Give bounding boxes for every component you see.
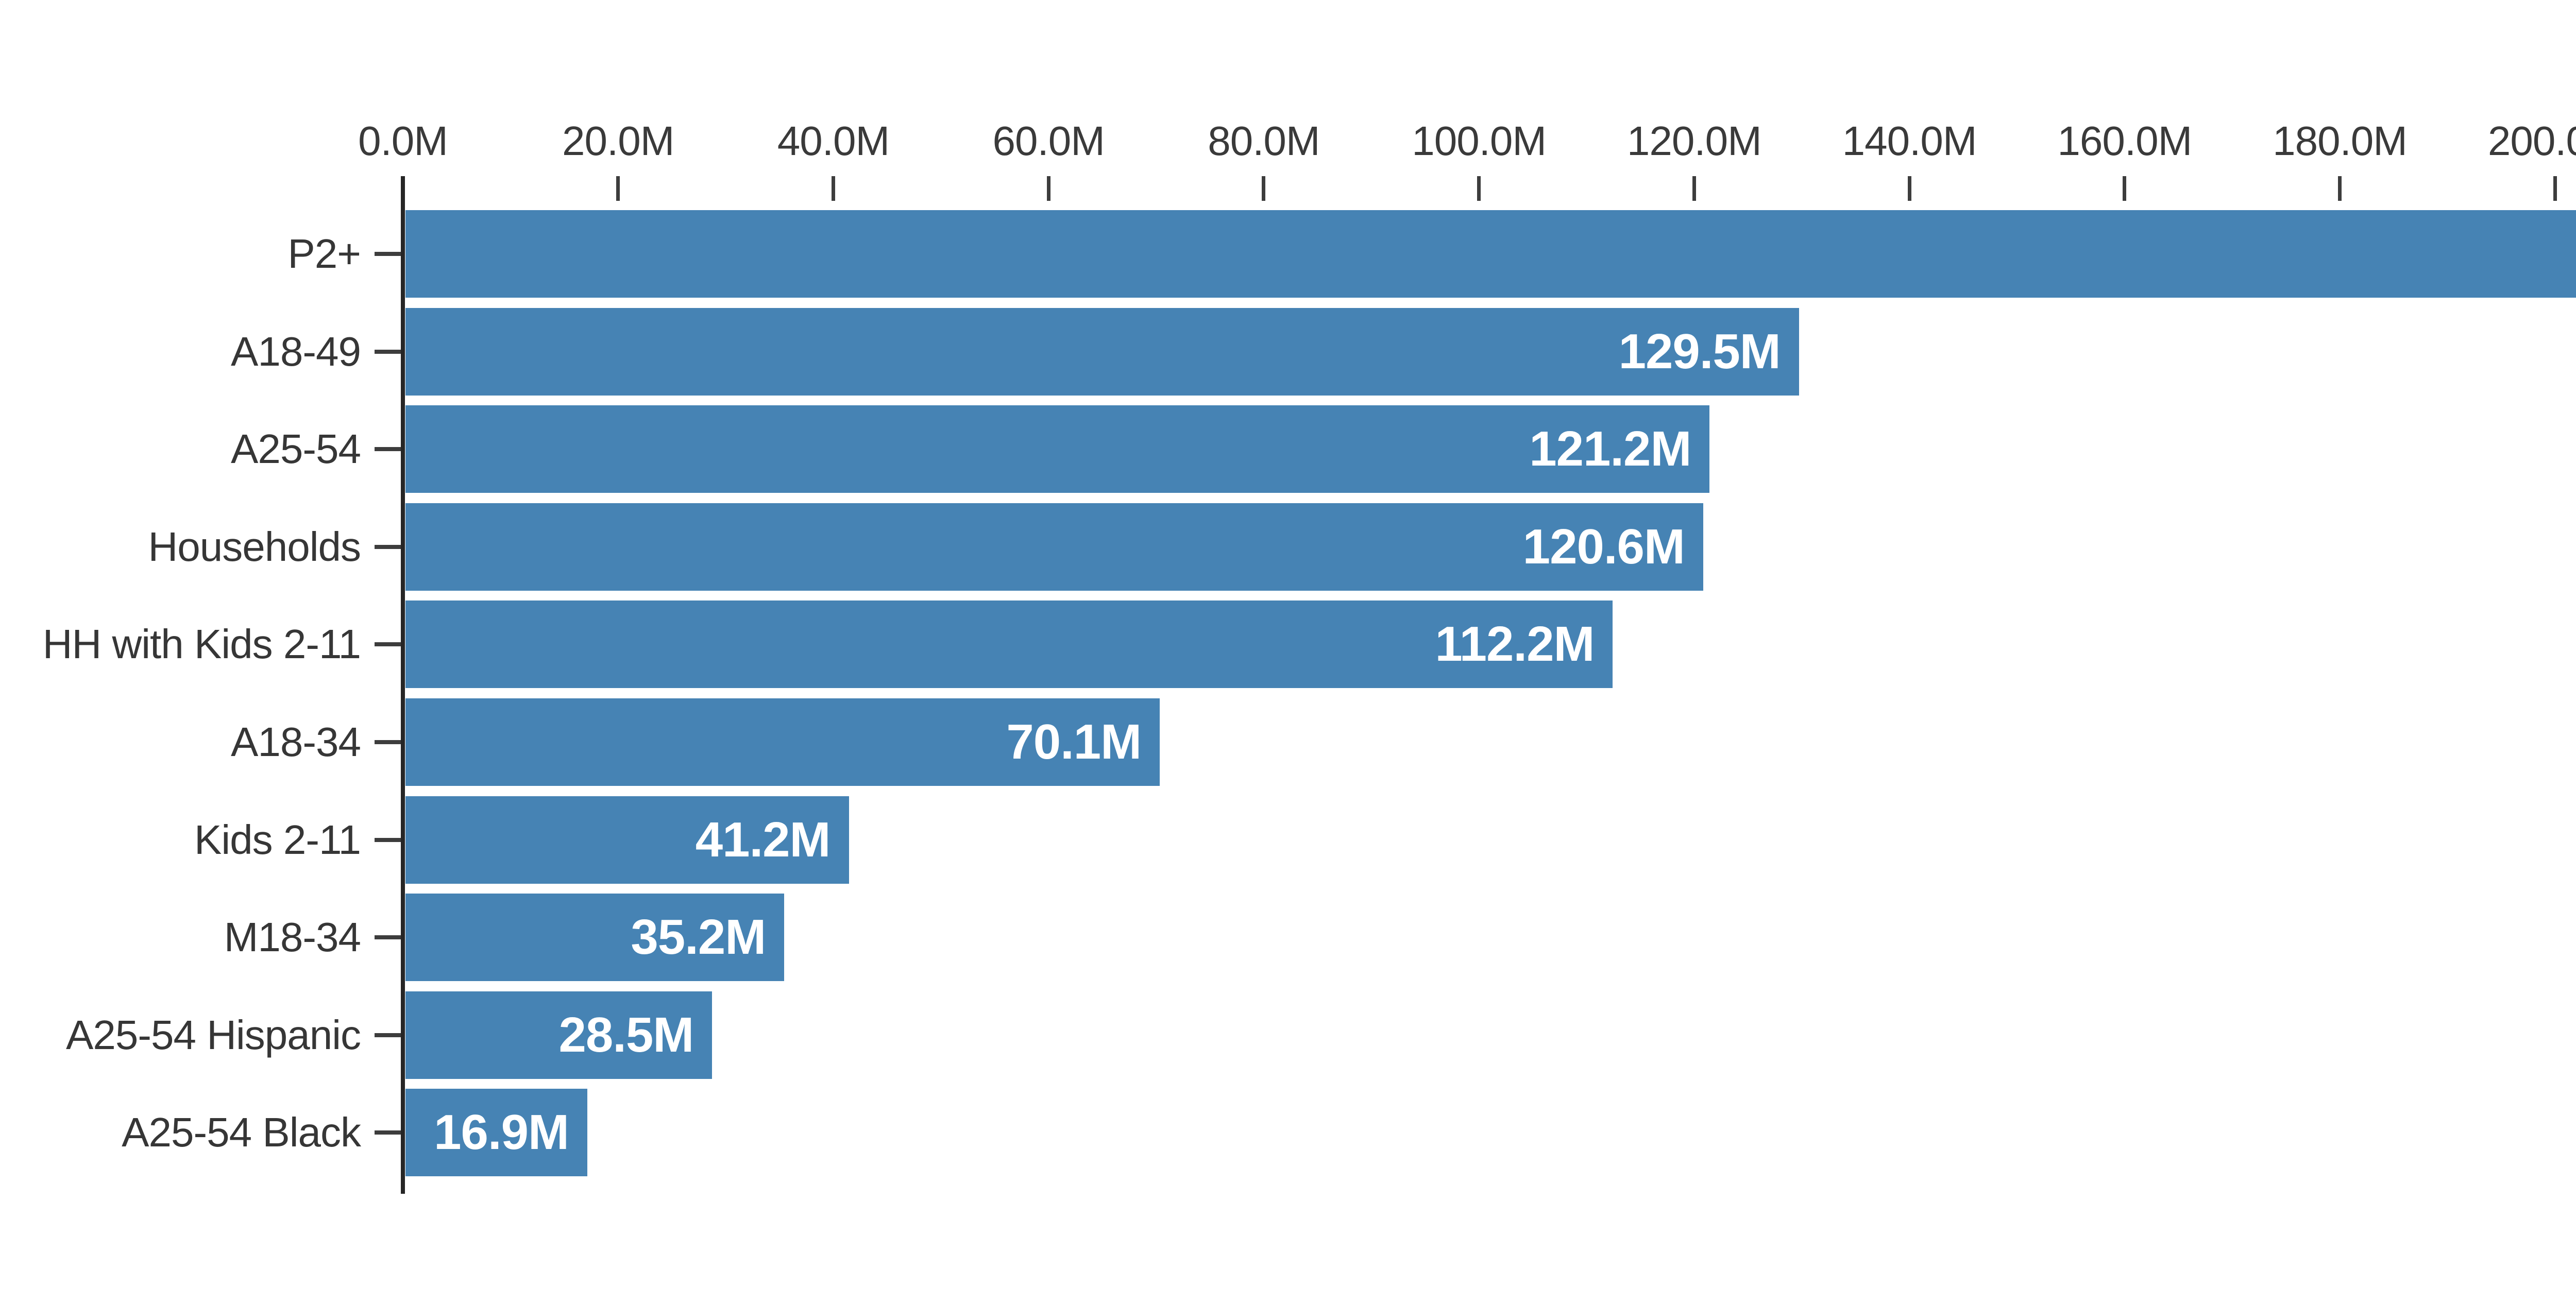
category-tick-mark xyxy=(375,349,401,354)
x-axis-tick-mark xyxy=(1046,176,1050,201)
category-label: A25-54 Hispanic xyxy=(66,1011,361,1058)
category-label: A25-54 xyxy=(231,426,361,472)
category-label: A18-34 xyxy=(231,719,361,765)
x-axis-tick-label: 60.0M xyxy=(992,118,1105,164)
bar: 120.6M xyxy=(405,503,1703,591)
bar-value-label: 16.9M xyxy=(434,1105,569,1160)
category-label: Households xyxy=(148,523,362,570)
bar: 129.5M xyxy=(405,307,1799,396)
x-axis-tick-label: 0.0M xyxy=(358,118,448,164)
x-axis-tick-label: 140.0M xyxy=(1842,118,1977,164)
x-axis-tick-label: 20.0M xyxy=(562,118,674,164)
x-axis-tick-mark xyxy=(2553,176,2557,201)
bar: 112.2M xyxy=(405,600,1613,689)
x-axis-tick-mark xyxy=(831,176,835,201)
x-axis-tick-mark xyxy=(616,176,620,201)
x-axis-tick-label: 100.0M xyxy=(1412,118,1547,164)
bar-value-label: 28.5M xyxy=(558,1007,694,1062)
x-axis-tick-mark xyxy=(2123,176,2127,201)
category-tick-mark xyxy=(375,252,401,256)
bar-value-label: 129.5M xyxy=(1618,323,1781,379)
bar: 314.8M xyxy=(405,210,2576,298)
x-axis-tick-label: 80.0M xyxy=(1208,118,1320,164)
bar-value-label: 121.2M xyxy=(1529,421,1691,477)
category-label: HH with Kids 2-11 xyxy=(42,621,361,667)
x-axis-tick-mark xyxy=(1907,176,1911,201)
category-label: Kids 2-11 xyxy=(194,816,361,863)
category-label: A18-49 xyxy=(231,328,361,374)
bar-value-label: 41.2M xyxy=(695,812,831,867)
bar: 16.9M xyxy=(405,1089,587,1177)
category-label: P2+ xyxy=(287,231,361,277)
x-axis-tick-mark xyxy=(2338,176,2342,201)
bar: 35.2M xyxy=(405,894,785,982)
bar-value-label: 35.2M xyxy=(631,910,766,965)
category-label: M18-34 xyxy=(224,914,361,960)
bar: 28.5M xyxy=(405,991,713,1079)
bar-value-label: 112.2M xyxy=(1435,616,1595,672)
category-tick-mark xyxy=(375,740,401,744)
x-axis-tick-label: 160.0M xyxy=(2057,118,2192,164)
bar: 70.1M xyxy=(405,698,1160,786)
category-tick-mark xyxy=(375,544,401,549)
x-axis-tick-label: 120.0M xyxy=(1626,118,1762,164)
bar: 121.2M xyxy=(405,405,1710,493)
x-axis-tick-mark xyxy=(1262,176,1266,201)
x-axis-tick-mark xyxy=(1692,176,1696,201)
bar: 41.2M xyxy=(405,796,849,884)
x-axis-tick-label: 200.0M xyxy=(2487,118,2576,164)
category-tick-mark xyxy=(375,837,401,842)
x-axis-tick-mark xyxy=(1477,176,1481,201)
y-axis-spine xyxy=(401,176,405,1194)
category-label: A25-54 Black xyxy=(122,1109,361,1156)
category-tick-mark xyxy=(375,1033,401,1037)
x-axis-tick-label: 180.0M xyxy=(2273,118,2408,164)
bar-value-label: 120.6M xyxy=(1522,519,1685,574)
x-axis-tick-label: 40.0M xyxy=(777,118,890,164)
category-tick-mark xyxy=(375,1130,401,1135)
category-tick-mark xyxy=(375,642,401,647)
category-tick-mark xyxy=(375,935,401,940)
bar-value-label: 70.1M xyxy=(1006,714,1142,769)
category-tick-mark xyxy=(375,447,401,452)
